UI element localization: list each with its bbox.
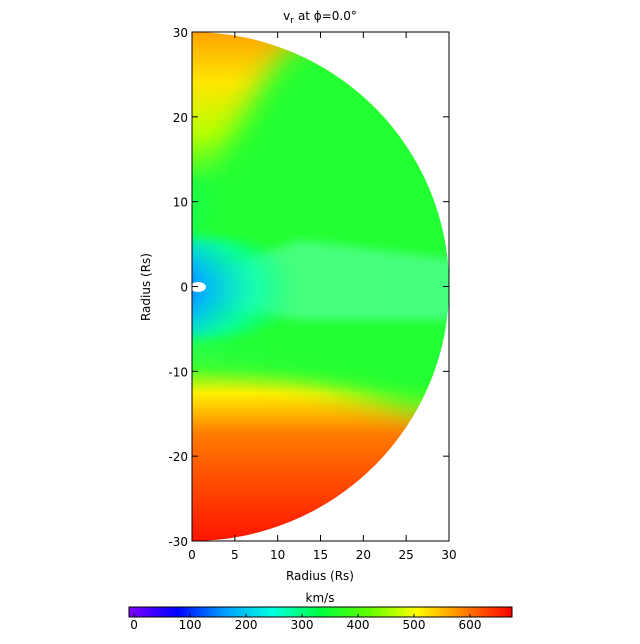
x-tick-label: 30: [441, 548, 456, 562]
x-tick-label: 20: [356, 548, 371, 562]
y-tick-label: 0: [180, 281, 188, 295]
colorbar-tick-label: 0: [130, 618, 138, 632]
x-tick-label: 0: [188, 548, 196, 562]
x-tick-label: 25: [399, 548, 414, 562]
colorbar-tick-label: 500: [403, 618, 426, 632]
x-tick-label: 15: [313, 548, 328, 562]
colorbar: [129, 607, 512, 617]
colorbar-tick-label: 100: [179, 618, 202, 632]
colorbar-frame: [128, 606, 513, 618]
y-tick-label: 30: [173, 26, 188, 40]
y-tick-label: -20: [168, 450, 188, 464]
y-axis-label: Radius (Rs): [139, 253, 153, 321]
x-tick-label: 5: [231, 548, 239, 562]
y-tick-label: 20: [173, 111, 188, 125]
colorbar-tick-label: 600: [459, 618, 482, 632]
colorbar-tick-label: 300: [291, 618, 314, 632]
x-axis-label: Radius (Rs): [286, 569, 354, 583]
y-tick-label: 10: [173, 196, 188, 210]
chart-title: vr at ϕ=0.0°: [283, 9, 357, 26]
y-tick-label: -10: [168, 365, 188, 379]
colorbar-label: km/s: [306, 591, 335, 605]
colorbar-tick-label: 200: [235, 618, 258, 632]
field: [192, 32, 449, 541]
colorbar-tick-label: 400: [347, 618, 370, 632]
x-tick-label: 10: [270, 548, 285, 562]
y-tick-label: -30: [168, 535, 188, 549]
